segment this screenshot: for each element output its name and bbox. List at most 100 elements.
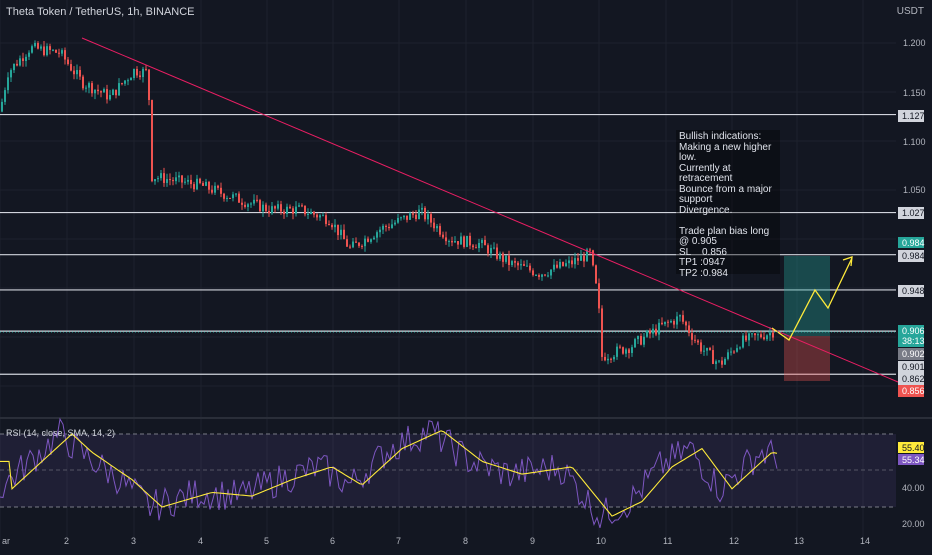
candle-body bbox=[247, 204, 249, 207]
candle-body bbox=[637, 336, 639, 340]
price-tick: 1.150 bbox=[903, 88, 926, 98]
candle-body bbox=[241, 202, 243, 205]
candle-body bbox=[382, 225, 384, 230]
time-tick: 12 bbox=[729, 536, 739, 546]
candle-body bbox=[388, 226, 390, 229]
time-tick: 2 bbox=[64, 536, 69, 546]
candle-body bbox=[610, 358, 612, 360]
rsi-sma-badge: 55.34 bbox=[902, 455, 925, 465]
candle-body bbox=[487, 245, 489, 254]
candle-body bbox=[385, 225, 387, 227]
candle-body bbox=[634, 339, 636, 348]
candle-body bbox=[535, 275, 537, 277]
candle-body bbox=[304, 205, 306, 215]
candle-body bbox=[655, 328, 657, 335]
candle-body bbox=[193, 184, 195, 190]
stop-loss-zone[interactable] bbox=[784, 336, 830, 381]
candle-body bbox=[649, 330, 651, 334]
candle-body bbox=[262, 204, 264, 212]
candle-body bbox=[325, 215, 327, 224]
candle-body bbox=[550, 269, 552, 276]
candle-body bbox=[643, 336, 645, 345]
candle-body bbox=[223, 193, 225, 199]
candle-body bbox=[1, 101, 3, 112]
candle-body bbox=[7, 77, 9, 91]
candle-body bbox=[601, 308, 603, 357]
candle-body bbox=[121, 83, 123, 85]
candle-body bbox=[616, 346, 618, 357]
horizontal-levels[interactable] bbox=[0, 113, 896, 375]
candle-body bbox=[244, 204, 246, 207]
level-badge-0948: 0.948 bbox=[902, 286, 925, 296]
candle-body bbox=[184, 181, 186, 183]
candle-body bbox=[691, 333, 693, 340]
price-tick: 1.100 bbox=[903, 137, 926, 147]
candle-body bbox=[409, 213, 411, 220]
candle-body bbox=[358, 242, 360, 246]
candle-body bbox=[118, 83, 120, 96]
chart-title: Theta Token / TetherUS, 1h, BINANCE bbox=[6, 6, 195, 18]
candle-body bbox=[376, 232, 378, 238]
candle-body bbox=[592, 250, 594, 266]
candle-body bbox=[319, 215, 321, 218]
currency-label: USDT bbox=[896, 6, 924, 17]
candle-body bbox=[598, 283, 600, 309]
candle-body bbox=[301, 205, 303, 207]
candle-body bbox=[577, 258, 579, 261]
candle-body bbox=[4, 90, 6, 102]
candle-body bbox=[274, 206, 276, 209]
candle-body bbox=[412, 213, 414, 215]
candle-body bbox=[664, 321, 666, 325]
candle-body bbox=[76, 70, 78, 75]
candle-body bbox=[490, 248, 492, 254]
descending-trendline[interactable] bbox=[81, 37, 899, 383]
candle-body bbox=[82, 76, 84, 89]
candle-body bbox=[568, 260, 570, 264]
candle-body bbox=[97, 89, 99, 92]
candle-body bbox=[700, 342, 702, 352]
candle-body bbox=[226, 197, 228, 199]
candle-body bbox=[364, 238, 366, 247]
candle-body bbox=[214, 185, 216, 193]
candle-body bbox=[544, 274, 546, 276]
candle-body bbox=[433, 222, 435, 229]
candle-body bbox=[70, 64, 72, 71]
trade-plan-note[interactable]: Bullish indications: Making a new higher… bbox=[676, 130, 780, 278]
time-axis[interactable]: ar 2 3 4 5 6 7 8 9 10 11 12 13 14 bbox=[2, 536, 870, 546]
candle-body bbox=[724, 358, 726, 365]
candle-body bbox=[541, 274, 543, 277]
candle-body bbox=[754, 333, 756, 336]
candle-body bbox=[73, 70, 75, 75]
candle-body bbox=[238, 193, 240, 203]
candle-body bbox=[661, 322, 663, 325]
candle-body bbox=[721, 360, 723, 365]
price-tick: 1.050 bbox=[903, 185, 926, 195]
candle-body bbox=[553, 264, 555, 270]
candle-body bbox=[499, 253, 501, 259]
candle-body bbox=[757, 334, 759, 336]
candle-body bbox=[733, 351, 735, 353]
candle-body bbox=[217, 185, 219, 188]
projection-path[interactable] bbox=[771, 257, 853, 341]
candle-body bbox=[10, 70, 12, 78]
price-axis[interactable]: 1.200 1.150 1.100 1.050 bbox=[903, 38, 926, 195]
price-tick: 1.200 bbox=[903, 38, 926, 48]
candle-body bbox=[745, 335, 747, 341]
take-profit-zone[interactable] bbox=[784, 256, 830, 336]
candle-body bbox=[268, 210, 270, 214]
candle-body bbox=[55, 49, 57, 53]
candle-body bbox=[310, 211, 312, 215]
candle-body bbox=[340, 229, 342, 236]
candle-body bbox=[235, 193, 237, 195]
candle-body bbox=[685, 321, 687, 326]
rsi-indicator-label[interactable]: RSI (14, close, SMA, 14, 2) bbox=[6, 428, 116, 438]
candle-body bbox=[187, 179, 189, 182]
candle-body bbox=[712, 350, 714, 364]
candle-body bbox=[355, 241, 357, 243]
candle-body bbox=[352, 241, 354, 248]
candle-body bbox=[463, 236, 465, 247]
candle-body bbox=[451, 241, 453, 243]
candle-body bbox=[85, 87, 87, 89]
candle-body bbox=[475, 247, 477, 249]
